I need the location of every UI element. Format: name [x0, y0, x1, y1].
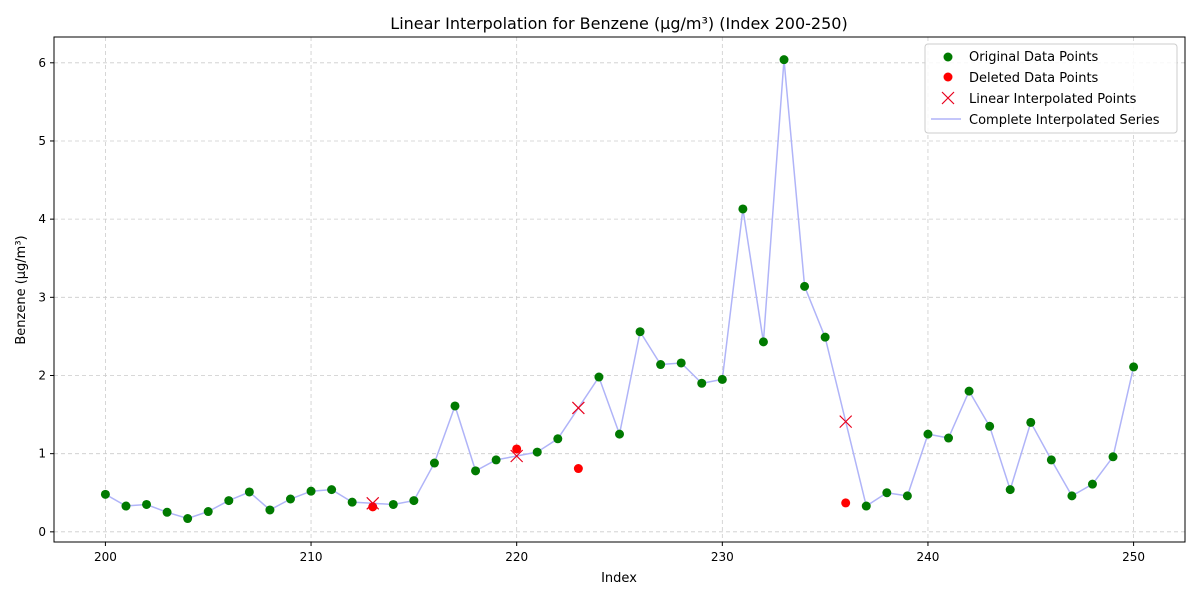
- point-original: [717, 374, 727, 384]
- point-original: [861, 501, 871, 511]
- point-original: [491, 455, 501, 465]
- legend-entry-original: Original Data Points: [943, 50, 1098, 65]
- point-interpolated: [839, 415, 853, 429]
- point-deleted: [841, 498, 851, 508]
- tick-layer: 200 210 220 230 240 250 0 1 2 3 4 5 6: [38, 56, 1145, 564]
- point-original: [944, 433, 954, 443]
- x-tick-label: 210: [300, 550, 323, 564]
- chart-title: Linear Interpolation for Benzene (µg/m³)…: [390, 14, 847, 33]
- point-original: [347, 497, 357, 507]
- point-original: [409, 496, 419, 506]
- point-deleted: [368, 502, 378, 512]
- point-original: [203, 507, 213, 517]
- point-original: [183, 514, 193, 524]
- point-original: [553, 434, 563, 444]
- x-tick-label: 250: [1122, 550, 1145, 564]
- point-original: [388, 499, 398, 509]
- point-original: [1108, 452, 1118, 462]
- point-interpolated: [510, 449, 524, 463]
- point-original: [224, 496, 234, 506]
- y-tick-label: 1: [38, 447, 46, 461]
- point-original: [779, 55, 789, 65]
- point-original: [121, 501, 131, 511]
- point-original: [327, 485, 337, 495]
- marker-layer: [100, 55, 1139, 524]
- point-original: [738, 204, 748, 214]
- point-original: [697, 378, 707, 388]
- legend-box: [924, 43, 1178, 134]
- legend-marker-original: [943, 52, 953, 62]
- point-original: [882, 488, 892, 498]
- point-original: [758, 337, 768, 347]
- point-original: [450, 401, 460, 411]
- legend-label-interpolated: Linear Interpolated Points: [969, 92, 1137, 107]
- y-tick-label: 0: [38, 525, 46, 539]
- point-original: [635, 327, 645, 337]
- point-original: [964, 386, 974, 396]
- x-tick-label: 200: [94, 550, 117, 564]
- point-original: [100, 489, 110, 499]
- legend-marker-interpolated: [941, 91, 955, 105]
- point-original: [532, 447, 542, 457]
- legend-entry-interpolated: Linear Interpolated Points: [941, 91, 1137, 107]
- x-tick-label: 230: [711, 550, 734, 564]
- y-tick-label: 2: [38, 368, 46, 382]
- point-deleted: [573, 464, 583, 474]
- point-original: [656, 360, 666, 370]
- legend-label-deleted: Deleted Data Points: [969, 71, 1099, 86]
- point-original: [1087, 479, 1097, 489]
- point-original: [676, 358, 686, 368]
- point-interpolated: [571, 401, 585, 415]
- point-interpolated: [366, 496, 380, 510]
- legend: Original Data Points Deleted Data Points…: [924, 43, 1178, 134]
- y-tick-label: 5: [38, 134, 46, 148]
- legend-marker-deleted: [943, 72, 953, 82]
- point-original: [615, 429, 624, 439]
- x-tick-label: 220: [505, 550, 528, 564]
- point-original: [1129, 362, 1139, 372]
- x-axis-label: Index: [601, 571, 637, 586]
- legend-label-original: Original Data Points: [969, 50, 1098, 65]
- legend-label-complete: Complete Interpolated Series: [969, 113, 1160, 128]
- legend-entry-complete: Complete Interpolated Series: [931, 113, 1160, 128]
- point-original: [820, 332, 830, 342]
- y-tick-label: 4: [38, 212, 46, 226]
- point-original: [800, 281, 810, 291]
- point-original: [471, 466, 481, 476]
- point-original: [306, 486, 316, 496]
- point-original: [162, 507, 172, 517]
- point-original: [265, 505, 275, 515]
- point-original: [1067, 491, 1077, 501]
- point-original: [285, 494, 295, 504]
- point-original: [985, 421, 995, 431]
- point-original: [142, 499, 152, 509]
- legend-entry-deleted: Deleted Data Points: [943, 71, 1099, 86]
- plot-frame: [53, 36, 1186, 543]
- point-original: [923, 429, 933, 439]
- point-original: [1046, 455, 1056, 465]
- y-tick-label: 6: [38, 56, 46, 70]
- point-original: [1005, 485, 1015, 495]
- point-original: [429, 458, 439, 468]
- point-original: [594, 372, 604, 382]
- y-axis-label: Benzene (µg/m³): [14, 235, 29, 344]
- point-original: [1026, 417, 1036, 427]
- y-tick-label: 3: [38, 290, 46, 304]
- point-original: [902, 491, 912, 501]
- x-tick-label: 240: [917, 550, 940, 564]
- point-original: [244, 487, 254, 497]
- point-deleted: [512, 444, 522, 454]
